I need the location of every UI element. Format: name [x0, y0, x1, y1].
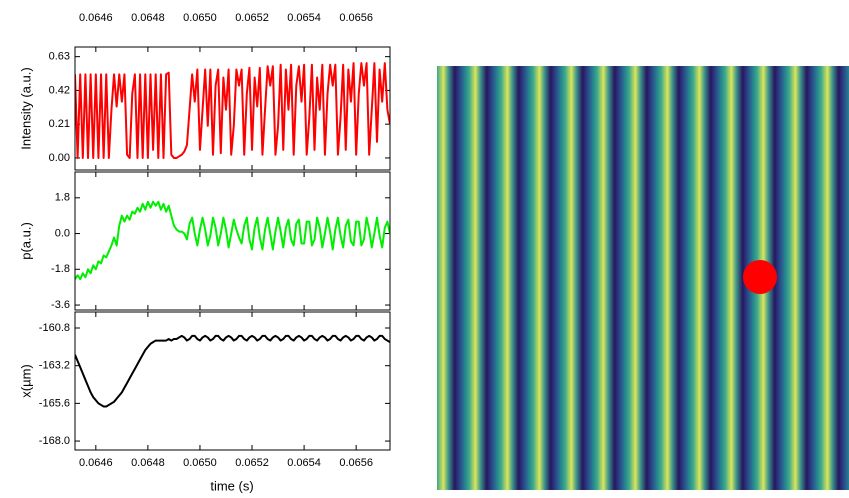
x-tick-label: 0.0646	[79, 457, 113, 469]
x-tick-label: 0.0656	[339, 457, 373, 469]
x-tick-label-top: 0.0654	[287, 12, 321, 24]
y-tick-label: 0.0	[55, 227, 70, 239]
y-tick-label: -3.6	[51, 299, 70, 311]
field-image	[437, 66, 849, 490]
x-tick-label-top: 0.0656	[339, 12, 373, 24]
panel-frame	[74, 46, 391, 171]
x-axis-label: time (s)	[210, 478, 253, 493]
y-tick-label: 0.00	[49, 152, 70, 164]
x-tick-label: 0.0652	[235, 457, 269, 469]
data-line	[75, 200, 390, 281]
x-tick-label: 0.0648	[131, 457, 165, 469]
data-line	[75, 334, 390, 408]
y-axis-label: Intensity (a.u.)	[18, 67, 33, 149]
x-tick-label: 0.0650	[183, 457, 217, 469]
y-tick-label: -168.0	[39, 435, 70, 447]
x-tick-label-top: 0.0652	[235, 12, 269, 24]
panel-frame	[74, 171, 391, 311]
x-tick-label: 0.0654	[287, 457, 321, 469]
y-tick-label: -165.6	[39, 397, 70, 409]
data-line	[75, 62, 390, 159]
y-tick-label: -1.8	[51, 263, 70, 275]
x-tick-label-top: 0.0648	[131, 12, 165, 24]
y-axis-label: x(µm)	[18, 364, 33, 397]
panel-frame	[74, 311, 391, 451]
y-tick-label: 1.8	[55, 192, 70, 204]
x-tick-label-top: 0.0646	[79, 12, 113, 24]
y-tick-label: -163.2	[39, 360, 70, 372]
y-tick-label: -160.8	[39, 322, 70, 334]
y-axis-label: p(a.u.)	[18, 222, 33, 260]
y-tick-label: 0.21	[49, 118, 70, 130]
y-tick-label: 0.63	[49, 51, 70, 63]
y-tick-label: 0.42	[49, 84, 70, 96]
x-tick-label-top: 0.0650	[183, 12, 217, 24]
particle	[743, 260, 777, 294]
